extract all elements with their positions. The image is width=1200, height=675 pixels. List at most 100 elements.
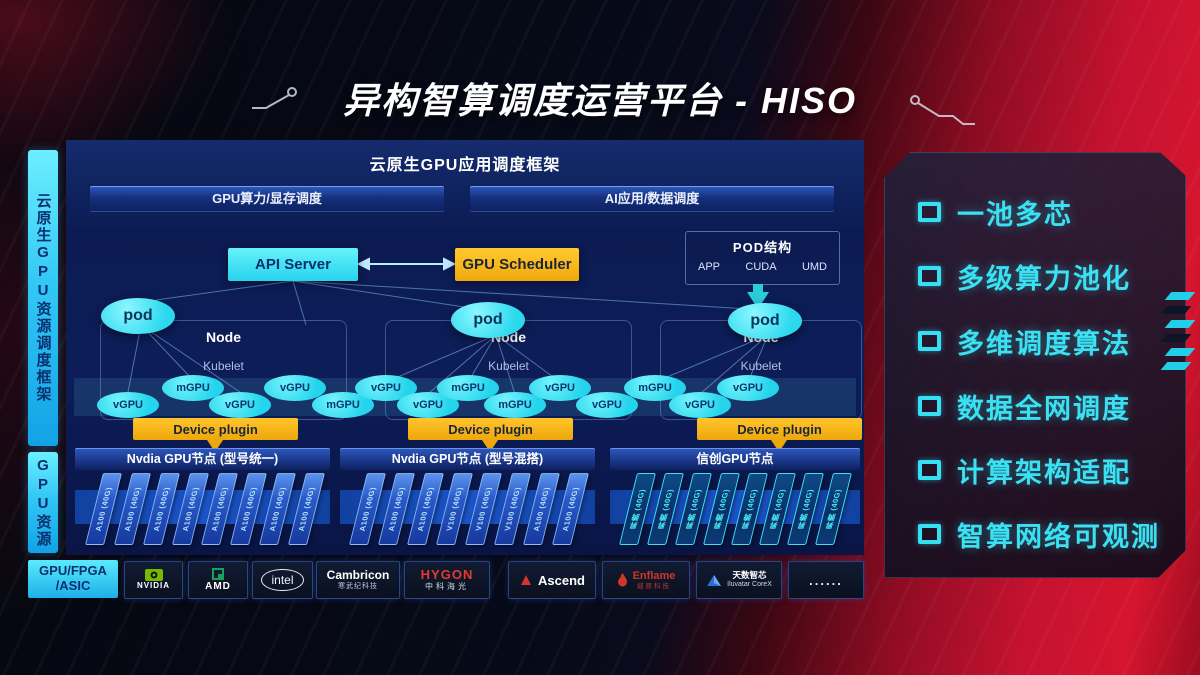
nvidia-eye-icon [144,569,163,582]
iluvatar-logo: 天数智芯 Iluvatar CoreX [727,569,772,589]
nvidia-logo-box: NVIDIA [124,561,183,599]
gpu-section-header-uniform: Nvdia GPU节点 (型号统一) [75,448,330,470]
device-plugin-box-1: Device plugin [133,418,298,440]
pod-structure-items: APP CUDA UMD [686,261,839,273]
intel-wordmark: intel [261,569,304,591]
gpu-card-band-3 [610,490,860,524]
nvidia-logo: NVIDIA [137,569,170,591]
hygon-logo: HYGON 中科海光 [420,566,474,592]
checkbox-bullet-icon [918,266,941,286]
hygon-subtext: 中科海光 [424,582,469,592]
cambricon-wordmark: Cambricon [326,568,390,583]
nvidia-wordmark: NVIDIA [136,581,171,591]
slash-deco [1164,292,1196,300]
sidebar-label-cloud-native-gpu: 云原生GPU资源调度框架 [28,150,58,446]
intel-logo-box: intel [252,561,313,599]
vgpu-ellipse: vGPU [209,392,271,418]
slash-deco [1160,334,1192,342]
sidebar-label-bottom-text: GPU资源 [34,457,52,548]
device-plugin-box-2: Device plugin [408,418,573,440]
amd-logo: AMD [205,568,231,592]
checkbox-bullet-icon [918,524,941,544]
checkbox-bullet-icon [918,396,941,416]
kubelet-label: Kubelet [203,359,244,373]
gpu-scheduler-box: GPU Scheduler [455,248,579,281]
more-logo-box: ...... [788,561,864,599]
feature-item: 多级算力池化 [918,260,1131,294]
vgpu-ellipse: vGPU [717,375,779,401]
amd-wordmark: AMD [205,581,231,592]
enflame-flame-icon [617,572,627,586]
enflame-wordmark: Enflame [632,569,676,582]
circuit-deco-right [910,95,975,125]
chip-label-line2: /ASIC [55,578,91,593]
pod-item-cuda: CUDA [745,261,777,273]
pod-ellipse-1: pod [101,298,175,334]
enflame-logo: Enflame 燧原科技 [633,570,676,590]
cambricon-subtext: 寒武纪科技 [338,583,378,591]
amd-logo-box: AMD [188,561,248,599]
pod-structure-title: POD结构 [732,240,793,255]
bar-gpu-compute-scheduling: GPU算力/显存调度 [90,186,444,212]
more-vendors-dots: ...... [809,572,843,588]
main-diagram-panel: 云原生GPU应用调度框架 GPU算力/显存调度 AI应用/数据调度 [66,140,864,555]
feature-text: 智算网络可观测 [957,521,1160,552]
feature-item: 计算架构适配 [918,454,1131,488]
feature-text: 数据全网调度 [957,393,1131,424]
enflame-subtext: 燧原科技 [636,582,671,590]
kubelet-label: Kubelet [488,359,529,373]
slash-deco [1164,320,1196,328]
feature-item: 多维调度算法 [918,325,1131,359]
sidebar-label-gpu-resource: GPU资源 [28,452,58,553]
cambricon-logo-box: Cambricon 寒武纪科技 [316,561,400,599]
pod-ellipse-3: pod [728,303,802,339]
vgpu-ellipse: vGPU [669,392,731,418]
framework-title: 云原生GPU应用调度框架 [369,157,561,174]
chip-label-line1: GPU/FPGA [39,563,107,579]
iluvatar-logo-icon [707,574,722,586]
gpu-section-header-mixed: Nvdia GPU节点 (型号混搭) [340,448,595,470]
hygon-logo-box: HYGON 中科海光 [404,561,490,599]
vgpu-ellipse: vGPU [97,392,159,418]
pod-structure-box: POD结构 APP CUDA UMD [685,231,840,285]
feature-text: 计算架构适配 [957,457,1131,488]
vgpu-ellipse: vGPU [576,392,638,418]
slash-deco [1164,348,1196,356]
node-label: Node [206,329,241,345]
iluvatar-logo-box: 天数智芯 Iluvatar CoreX [696,561,782,599]
pod-ellipse-2: pod [451,302,525,338]
slash-deco [1160,306,1192,314]
hygon-wordmark: HYGON [420,566,474,582]
chip-types-label: GPU/FPGA /ASIC [28,560,118,598]
vgpu-ellipse: vGPU [529,375,591,401]
pod-item-app: APP [698,261,721,273]
ascend-logo-icon [521,575,532,585]
page-title: 异构智算调度运营平台 - HISO [342,80,857,121]
sidebar-label-top-text: 云原生GPU资源调度框架 [34,193,52,403]
amd-square-icon [212,568,224,580]
pod-arrow-stem [753,284,763,292]
pod-item-umd: UMD [801,261,827,273]
iluvatar-en-name: Iluvatar CoreX [727,581,772,589]
slash-deco [1160,362,1192,370]
device-plugin-box-3: Device plugin [697,418,862,440]
feature-text: 多维调度算法 [957,328,1131,359]
checkbox-bullet-icon [918,460,941,480]
cambricon-logo: Cambricon 寒武纪科技 [326,568,390,591]
feature-item: 一池多芯 [918,196,1073,230]
feature-text: 多级算力池化 [957,263,1131,294]
vgpu-ellipse: vGPU [264,375,326,401]
title-row: 异构智算调度运营平台 - HISO [0,72,1200,124]
connector-lines [127,257,769,395]
feature-item: 数据全网调度 [918,390,1131,424]
ascend-logo-box: Ascend [508,561,596,599]
bar-ai-data-scheduling: AI应用/数据调度 [470,186,834,212]
feature-text: 一池多芯 [957,199,1073,230]
checkbox-bullet-icon [918,202,941,222]
framework-header-section [66,140,864,228]
ascend-wordmark: Ascend [538,572,585,588]
kubelet-label: Kubelet [740,359,782,373]
enflame-logo-box: Enflame 燧原科技 [602,561,690,599]
iluvatar-cn-name: 天数智芯 [732,569,767,580]
